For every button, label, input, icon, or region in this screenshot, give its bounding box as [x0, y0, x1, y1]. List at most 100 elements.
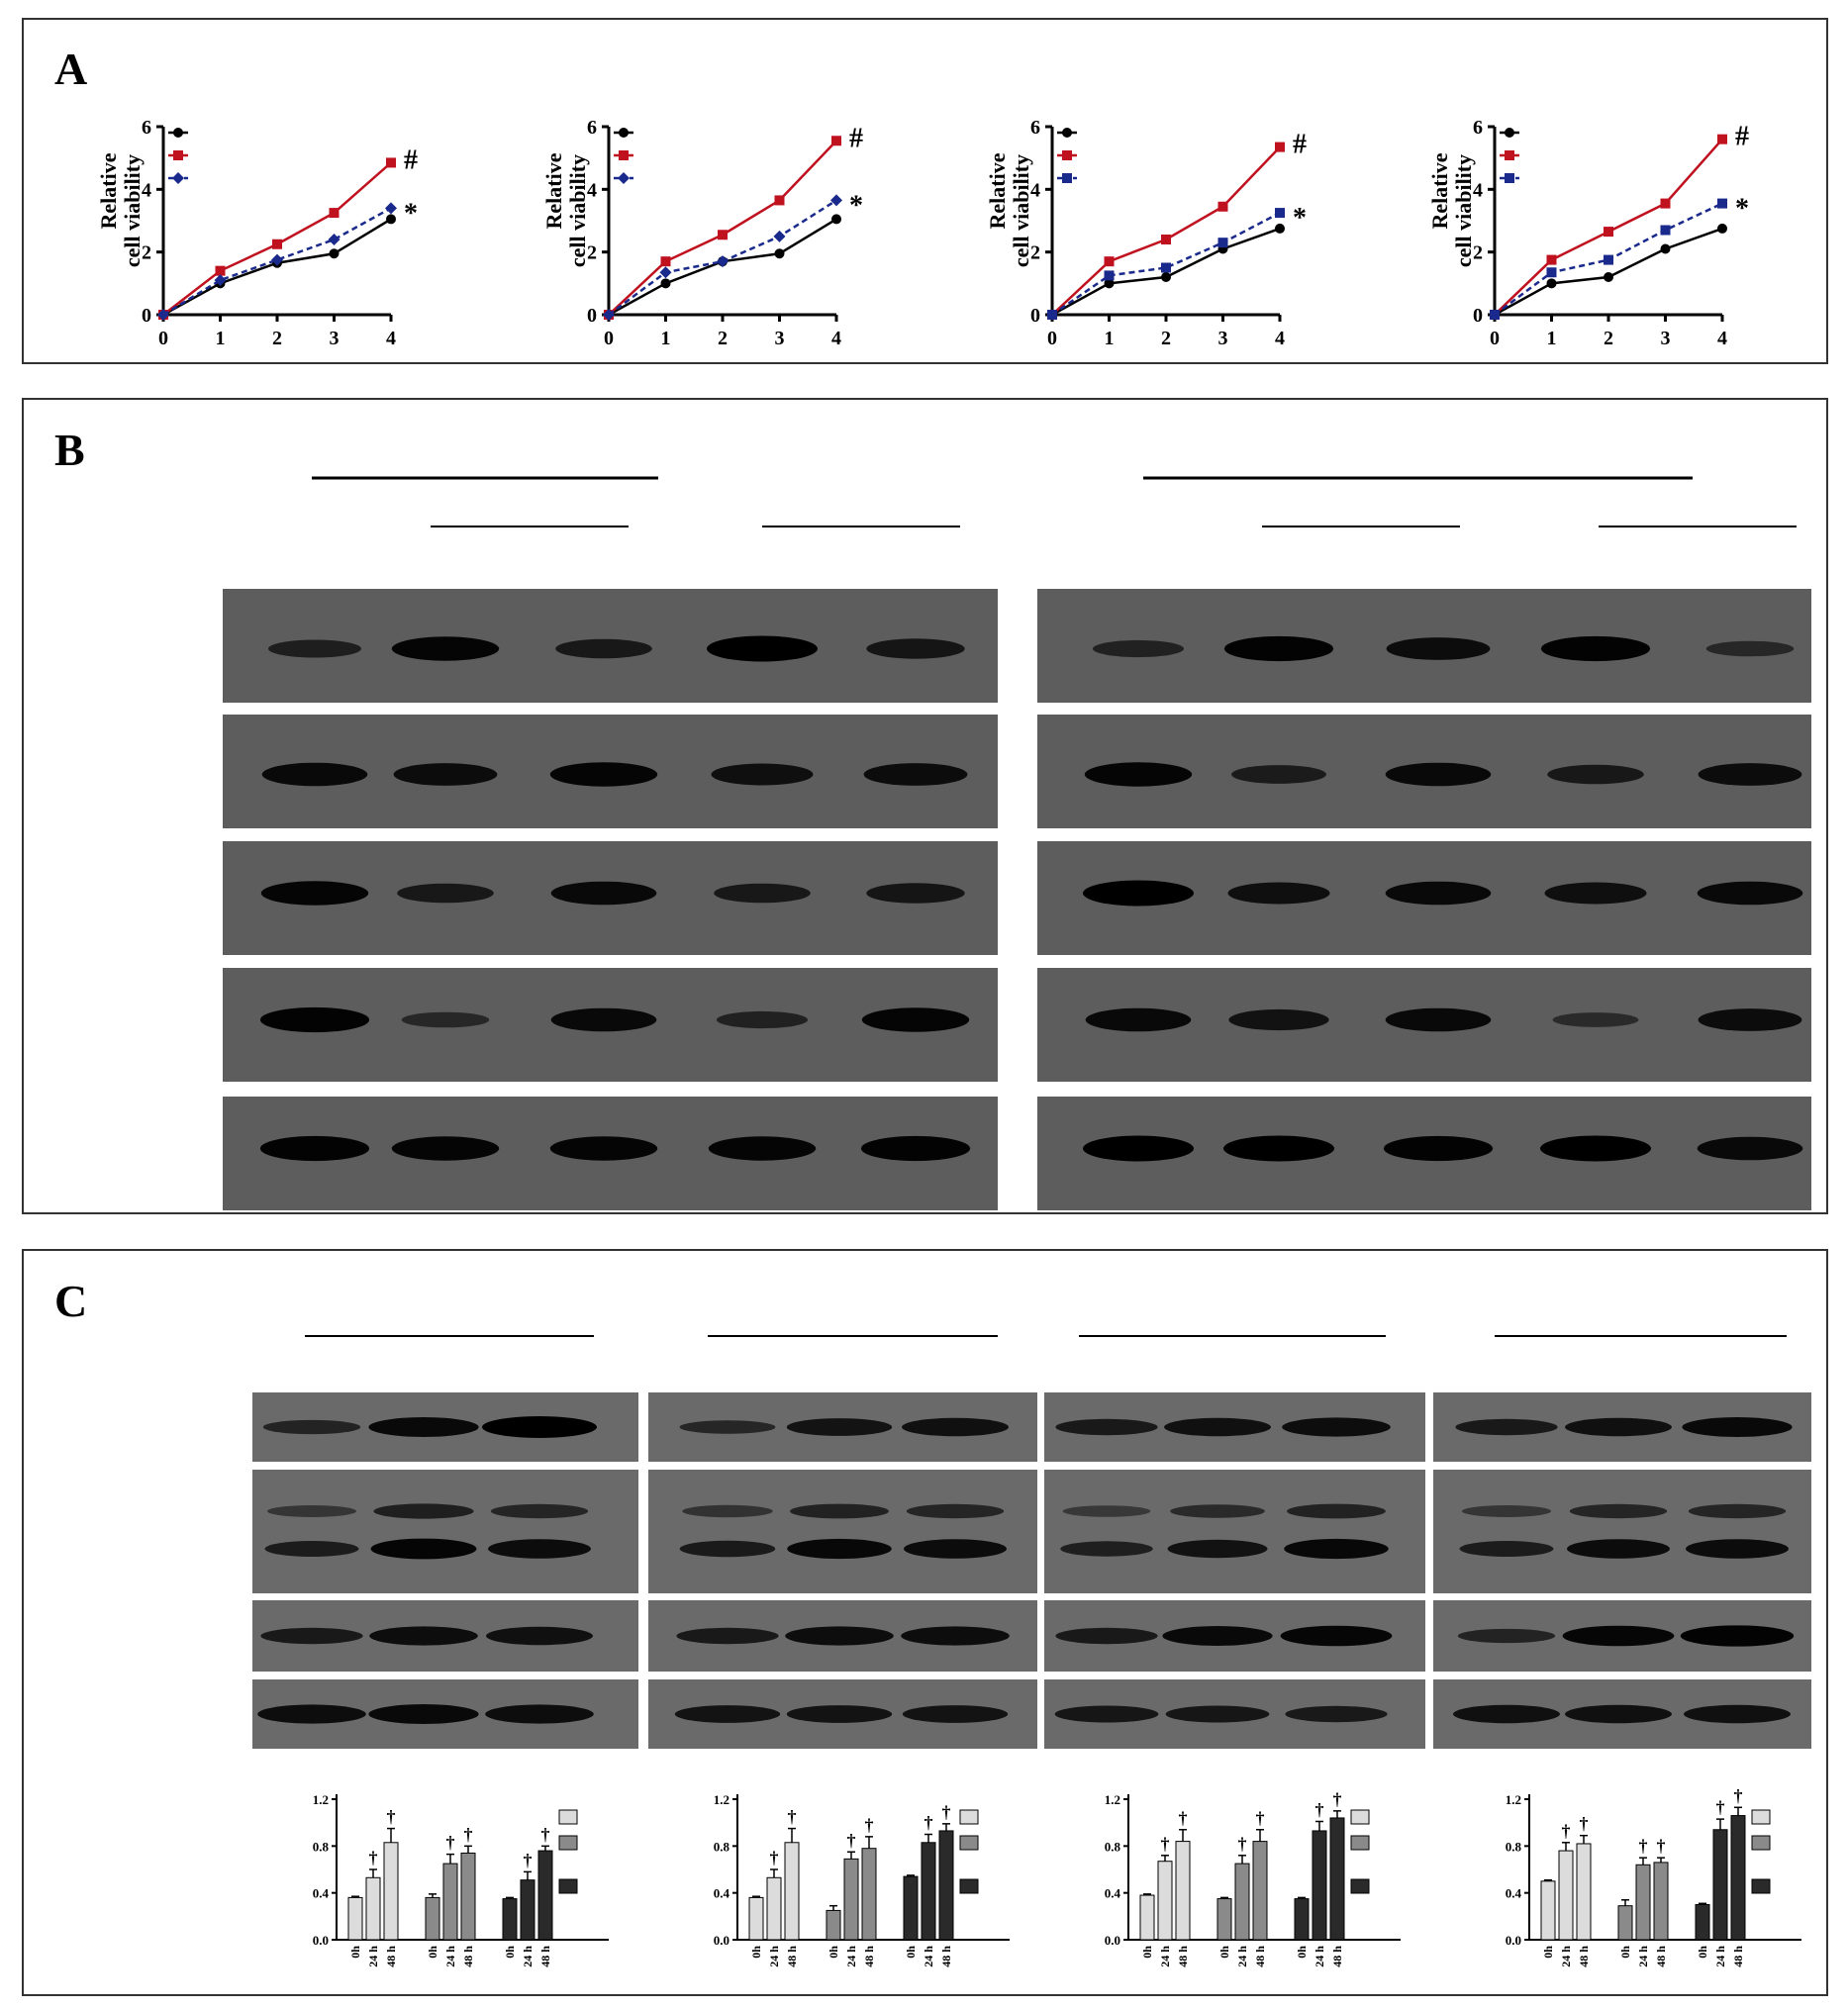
protein-band — [268, 639, 361, 658]
y-axis-label: Relative — [1427, 152, 1452, 229]
er-blot-group-2 — [648, 1335, 1037, 1749]
data-point — [328, 234, 340, 245]
data-point — [1104, 278, 1115, 289]
data-point — [157, 309, 169, 321]
legend-swatch — [1350, 1878, 1370, 1894]
protein-band — [1540, 635, 1651, 662]
data-bar — [460, 1852, 476, 1941]
x-tick-label: 48 h — [1176, 1946, 1190, 1967]
protein-band — [1547, 764, 1644, 785]
protein-band — [1083, 1135, 1194, 1162]
x-tick-label: 24 h — [1235, 1946, 1249, 1967]
legend-marker — [619, 150, 629, 160]
x-tick-label: 0h — [827, 1946, 840, 1959]
protein-band-upper — [1170, 1504, 1265, 1518]
legend-swatch — [558, 1835, 578, 1851]
x-tick-label: 48 h — [384, 1946, 398, 1967]
blot-strip — [1433, 1470, 1811, 1593]
y-tick-label: 6 — [142, 117, 151, 139]
legend-marker — [619, 128, 629, 138]
line-chart-2: Relative cell viability 0 2 4 6 0 1 2 3 4 # * — [541, 117, 863, 349]
y-axis-label: cell viability — [1009, 154, 1033, 267]
protein-band-upper — [267, 1505, 356, 1517]
significance-mark: † — [1238, 1834, 1247, 1854]
data-point — [718, 230, 728, 240]
x-tick-label: 48 h — [1731, 1946, 1745, 1967]
protein-band-lower — [1686, 1539, 1789, 1559]
data-bar — [1576, 1843, 1592, 1941]
significance-mark: † — [865, 1815, 874, 1835]
er-blot-group-3 — [1044, 1335, 1425, 1749]
legend-marker — [1505, 173, 1514, 183]
data-point — [1546, 278, 1557, 289]
blot-strip — [252, 1470, 638, 1593]
bar-chart-1: 0.0 0.4 0.8 1.2 0h † 24 h † 48 h 0h † 24 h † 48 h 0h † 2… — [313, 1792, 609, 1967]
data-bar — [1234, 1863, 1250, 1941]
data-bar — [1329, 1817, 1345, 1941]
series-line — [1494, 227, 1723, 317]
data-point — [272, 239, 282, 249]
protein-band — [1455, 1418, 1558, 1436]
y-tick-label: 2 — [587, 242, 597, 264]
protein-band-upper — [1688, 1503, 1787, 1519]
significance-mark: * — [849, 190, 863, 221]
protein-band — [1552, 1012, 1639, 1027]
protein-band — [368, 1417, 479, 1437]
protein-band-lower — [1284, 1538, 1389, 1560]
data-bar — [1175, 1841, 1191, 1941]
protein-band-upper — [490, 1503, 589, 1519]
significance-mark: † — [1161, 1834, 1170, 1854]
protein-band — [1565, 1704, 1672, 1724]
legend-marker — [1062, 128, 1072, 138]
protein-band — [1084, 762, 1193, 787]
protein-band — [550, 881, 657, 906]
data-point — [1275, 142, 1285, 152]
protein-band — [257, 1704, 366, 1724]
x-tick-label: 1 — [1105, 328, 1115, 349]
x-tick-label: 24 h — [1559, 1946, 1573, 1967]
protein-band-upper — [682, 1504, 773, 1518]
y-tick-label: 0.8 — [313, 1839, 330, 1854]
legend-marker — [173, 150, 183, 160]
y-tick-label: 0.8 — [1506, 1839, 1522, 1854]
significance-mark: † — [942, 1802, 951, 1822]
data-point — [1660, 198, 1671, 209]
panel-c-blots — [252, 1335, 1811, 1749]
legend-marker — [1505, 128, 1514, 138]
x-tick-label: 0h — [1541, 1946, 1555, 1959]
legend-swatch — [1350, 1809, 1370, 1825]
protein-band — [1684, 1704, 1791, 1724]
protein-band-upper — [1462, 1505, 1551, 1517]
x-tick-label: 24 h — [767, 1946, 781, 1967]
protein-band — [1223, 1135, 1334, 1162]
data-bar — [425, 1896, 440, 1941]
data-point — [1604, 227, 1613, 238]
y-tick-label: 0 — [1473, 305, 1483, 327]
protein-band — [1457, 1628, 1556, 1644]
protein-band — [397, 883, 494, 904]
y-tick-label: 4 — [1473, 179, 1483, 201]
protein-band — [902, 1705, 1009, 1723]
legend-marker — [1062, 150, 1072, 160]
protein-band — [549, 1136, 658, 1161]
legend-swatch — [1350, 1835, 1370, 1851]
protein-band-lower — [370, 1538, 477, 1560]
protein-band — [368, 1704, 479, 1724]
data-point — [831, 136, 841, 146]
protein-band — [1285, 1705, 1388, 1723]
significance-mark: † — [1580, 1814, 1589, 1834]
panel-a — [22, 18, 1828, 364]
protein-band — [1453, 1704, 1560, 1724]
line-chart-4: Relative cell viability 0 2 4 6 0 1 2 3 4 # * — [1427, 117, 1749, 349]
bar-chart-2: 0.0 0.4 0.8 1.2 0h † 24 h † 48 h 0h † 24 h † 48 h 0h † 2… — [714, 1792, 1010, 1967]
legend-swatch — [959, 1835, 979, 1851]
protein-band — [1544, 882, 1647, 905]
data-bar — [347, 1896, 363, 1941]
data-bar — [1312, 1830, 1327, 1941]
x-tick-label: 24 h — [844, 1946, 858, 1967]
protein-band — [260, 881, 369, 906]
protein-band — [486, 1626, 593, 1646]
series-line — [1051, 145, 1281, 316]
significance-mark: † — [1716, 1797, 1725, 1817]
data-bar — [1216, 1898, 1232, 1941]
